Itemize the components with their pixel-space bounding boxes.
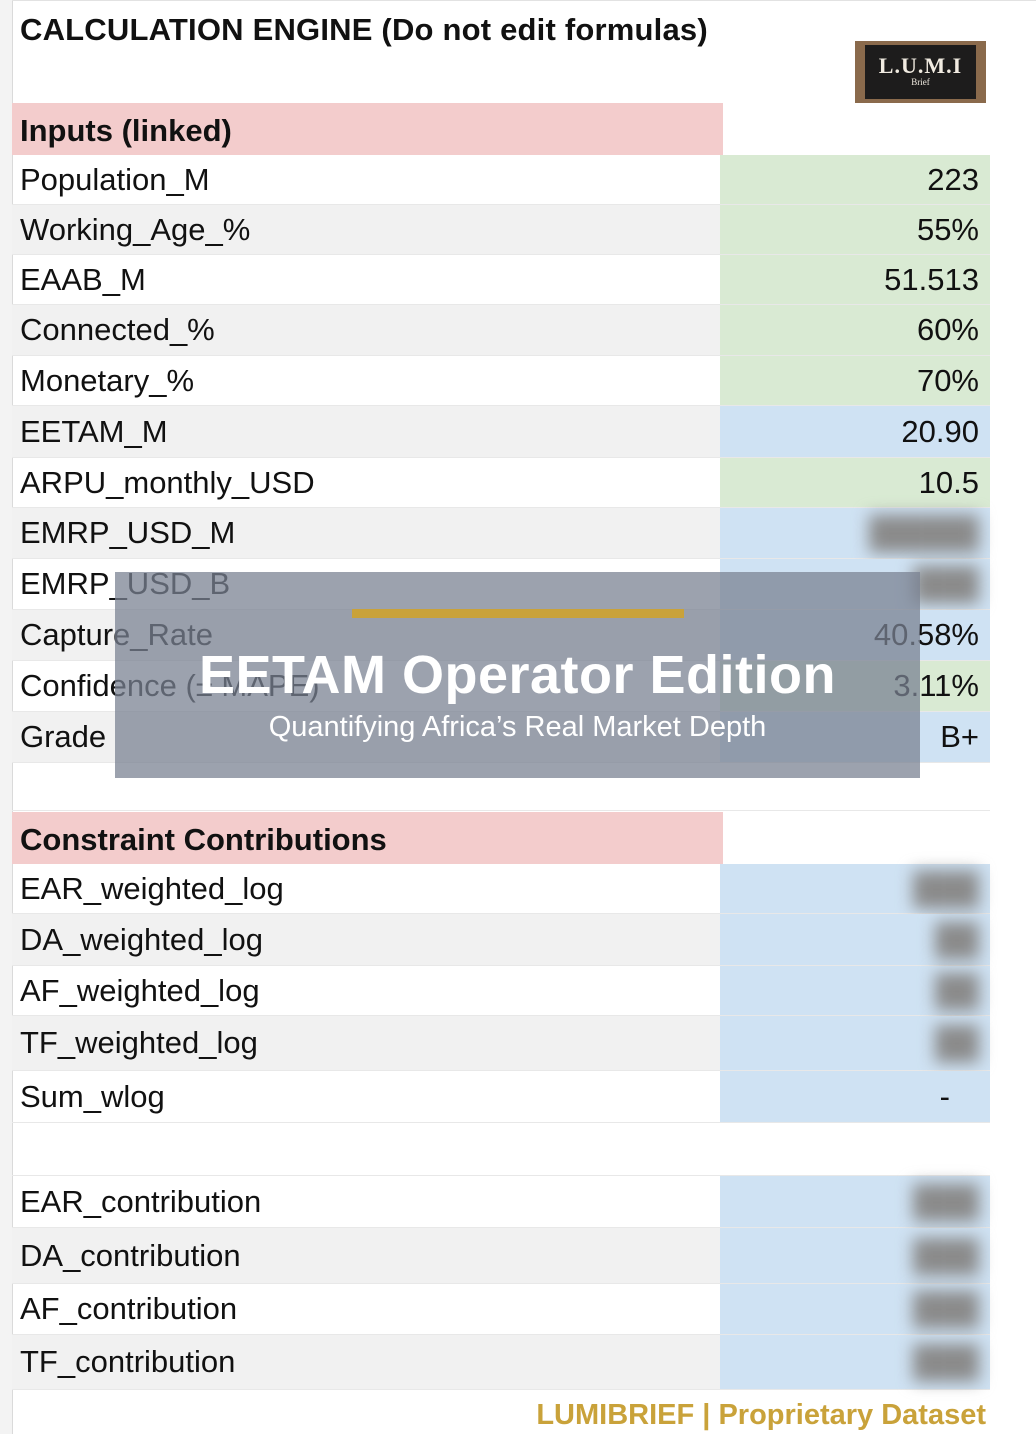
redacted-value: ███: [913, 1237, 979, 1273]
cell-value: 223: [927, 161, 979, 197]
cell-value: 51.513: [884, 261, 979, 297]
cell-value: 10.5: [918, 464, 979, 500]
row-label: Population_M: [20, 161, 210, 197]
constraint-row[interactable]: Sum_wlog -: [12, 1071, 990, 1123]
value-cell[interactable]: -: [720, 1071, 990, 1122]
row-label: Grade: [20, 719, 107, 754]
redacted-value: ███: [913, 870, 979, 906]
banner-subheading: Quantifying Africa’s Real Market Depth: [268, 711, 767, 743]
value-cell[interactable]: 223: [720, 155, 990, 204]
logo-name: L.U.M.I: [878, 53, 963, 78]
contribution-row[interactable]: DA_contribution ███: [12, 1228, 990, 1284]
constraint-row[interactable]: AF_weighted_log ██: [12, 966, 990, 1016]
input-row[interactable]: ARPU_monthly_USD 10.5: [12, 458, 990, 508]
row-label: EAR_weighted_log: [20, 870, 284, 906]
empty-row[interactable]: [12, 763, 990, 811]
redacted-value: █████: [869, 515, 979, 550]
row-label: TF_contribution: [20, 1344, 236, 1379]
footer-watermark: LUMIBRIEF | Proprietary Dataset: [536, 1399, 986, 1431]
input-row[interactable]: Working_Age_% 55%: [12, 205, 990, 255]
input-row[interactable]: Connected_% 60%: [12, 305, 990, 356]
value-cell[interactable]: 70%: [720, 356, 990, 405]
row-label: Connected_%: [20, 312, 215, 347]
value-cell[interactable]: ██: [720, 966, 990, 1015]
cell-value: 70%: [916, 362, 979, 398]
value-cell[interactable]: 51.513: [720, 255, 990, 304]
gold-accent-bar: [352, 609, 684, 618]
banner-heading: EETAM Operator Edition: [198, 645, 836, 705]
row-label: DA_contribution: [20, 1237, 241, 1273]
redacted-value: ██: [935, 972, 979, 1008]
value-cell[interactable]: 20.90: [720, 406, 990, 457]
row-label: EAAB_M: [20, 261, 146, 297]
input-row[interactable]: Monetary_% 70%: [12, 356, 990, 406]
contribution-row[interactable]: TF_contribution ███: [12, 1335, 990, 1390]
cell-value: -: [939, 1078, 950, 1114]
row-label: EMRP_USD_M: [20, 515, 236, 550]
value-cell[interactable]: ███: [720, 1176, 990, 1227]
contribution-row[interactable]: AF_contribution ███: [12, 1284, 990, 1335]
row-label: Working_Age_%: [20, 211, 251, 247]
redacted-value: ██: [935, 1025, 979, 1060]
edition-banner-overlay: EETAM Operator Edition Quantifying Afric…: [115, 572, 920, 778]
constraint-row[interactable]: DA_weighted_log ██: [12, 914, 990, 966]
input-row[interactable]: EAAB_M 51.513: [12, 255, 990, 305]
value-cell[interactable]: █████: [720, 508, 990, 558]
input-row[interactable]: Population_M 223: [12, 155, 990, 205]
value-cell[interactable]: 60%: [720, 305, 990, 355]
row-label: Sum_wlog: [20, 1078, 165, 1114]
redacted-value: ███: [913, 566, 979, 601]
value-cell[interactable]: ███: [720, 1284, 990, 1334]
row-label: Monetary_%: [20, 362, 195, 398]
constraint-row[interactable]: EAR_weighted_log ███: [12, 864, 990, 914]
row-label: AF_contribution: [20, 1291, 238, 1326]
input-row[interactable]: EMRP_USD_M █████: [12, 508, 990, 559]
cell-value: B+: [940, 719, 979, 754]
value-cell[interactable]: ███: [720, 1335, 990, 1389]
empty-row[interactable]: [12, 1123, 990, 1176]
value-cell[interactable]: ██: [720, 1016, 990, 1070]
value-cell[interactable]: ███: [720, 864, 990, 913]
cell-value: 20.90: [901, 413, 979, 449]
value-cell[interactable]: ███: [720, 1228, 990, 1283]
inputs-section-header[interactable]: Inputs (linked): [12, 103, 723, 155]
constraint-row[interactable]: TF_weighted_log ██: [12, 1016, 990, 1071]
redacted-value: ███: [913, 1291, 979, 1326]
redacted-value: ███: [913, 1344, 979, 1379]
logo-sub: Brief: [911, 77, 930, 87]
sheet-title[interactable]: CALCULATION ENGINE (Do not edit formulas…: [20, 12, 708, 47]
cell-value: 60%: [916, 312, 979, 347]
value-cell[interactable]: 10.5: [720, 458, 990, 507]
row-label: TF_weighted_log: [20, 1025, 258, 1060]
row-label: ARPU_monthly_USD: [20, 464, 315, 500]
redacted-value: ███: [913, 1183, 979, 1219]
top-gridline: [12, 0, 1036, 1]
contribution-row[interactable]: EAR_contribution ███: [12, 1176, 990, 1228]
lumi-brief-logo: L.U.M.I Brief: [855, 41, 986, 103]
row-label: EETAM_M: [20, 413, 168, 449]
constraints-section-header[interactable]: Constraint Contributions: [12, 812, 723, 864]
cell-value: 55%: [916, 211, 979, 247]
row-label: EAR_contribution: [20, 1183, 262, 1219]
value-cell[interactable]: 55%: [720, 205, 990, 254]
input-row[interactable]: EETAM_M 20.90: [12, 406, 990, 458]
redacted-value: ██: [935, 921, 979, 957]
value-cell[interactable]: ██: [720, 914, 990, 965]
row-label: AF_weighted_log: [20, 972, 260, 1008]
row-label: DA_weighted_log: [20, 921, 264, 957]
